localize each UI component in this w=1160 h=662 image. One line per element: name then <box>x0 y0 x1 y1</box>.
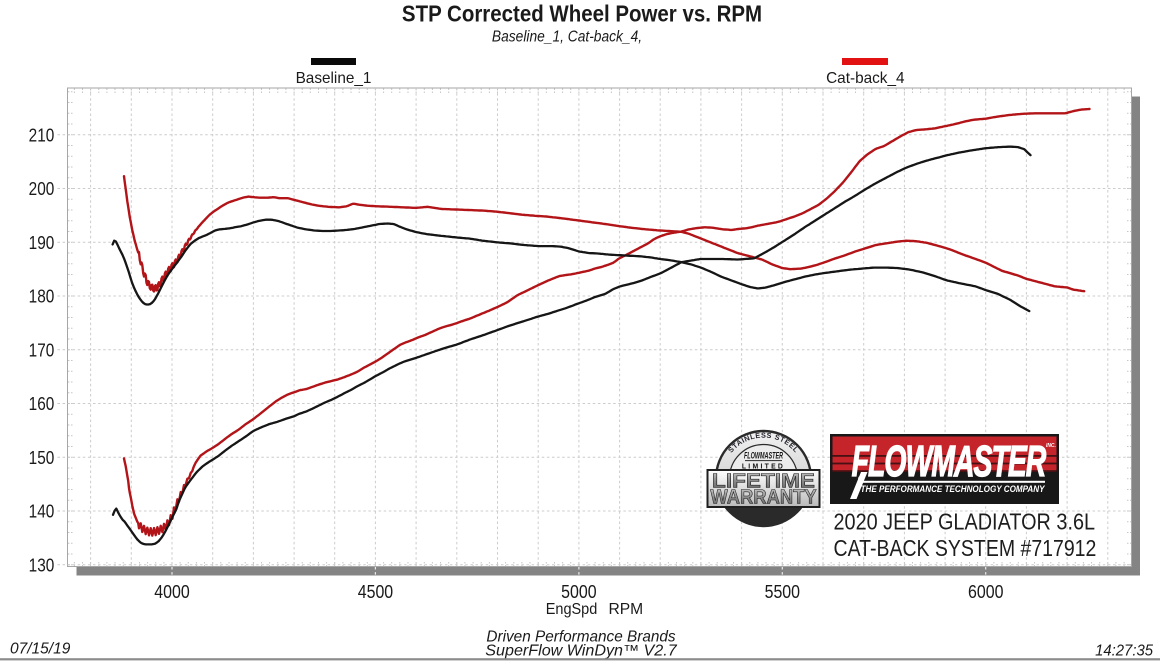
svg-text:Driven Performance Brands: Driven Performance Brands <box>486 628 675 645</box>
svg-text:170: 170 <box>29 340 55 361</box>
svg-text:150: 150 <box>29 447 55 468</box>
svg-text:Baseline_1: Baseline_1 <box>296 70 372 87</box>
svg-text:160: 160 <box>29 394 55 415</box>
svg-text:200: 200 <box>29 179 55 200</box>
svg-text:Baseline_1, Cat-back_4,: Baseline_1, Cat-back_4, <box>492 29 642 46</box>
svg-text:LIFETIME: LIFETIME <box>712 470 815 492</box>
svg-text:2020 JEEP GLADIATOR 3.6L: 2020 JEEP GLADIATOR 3.6L <box>834 508 1096 535</box>
svg-text:FLOWMASTER: FLOWMASTER <box>744 450 784 461</box>
svg-text:EngSpd: EngSpd <box>546 601 598 619</box>
svg-text:STP Corrected Wheel Power vs.: STP Corrected Wheel Power vs. RPM <box>402 0 762 26</box>
svg-text:Cat-back_4: Cat-back_4 <box>826 70 905 87</box>
svg-text:WARRANTY: WARRANTY <box>710 487 816 509</box>
svg-text:130: 130 <box>29 555 55 576</box>
svg-text:CAT-BACK SYSTEM #717912: CAT-BACK SYSTEM #717912 <box>834 534 1097 561</box>
svg-text:190: 190 <box>29 232 55 253</box>
svg-text:14:27:35: 14:27:35 <box>1095 642 1153 659</box>
svg-text:LIMITED: LIMITED <box>742 463 785 470</box>
svg-text:5000: 5000 <box>561 581 596 602</box>
svg-text:INC.: INC. <box>1046 443 1056 449</box>
svg-text:SuperFlow WinDyn™ V2.7: SuperFlow WinDyn™ V2.7 <box>485 643 678 660</box>
svg-text:5500: 5500 <box>765 581 800 602</box>
svg-text:6000: 6000 <box>968 581 1003 602</box>
svg-text:THE PERFORMANCE TECHNOLOGY COM: THE PERFORMANCE TECHNOLOGY COMPANY <box>861 484 1046 495</box>
svg-text:180: 180 <box>29 286 55 307</box>
svg-text:4000: 4000 <box>154 581 189 602</box>
svg-text:FLOWMASTER: FLOWMASTER <box>852 436 1047 486</box>
svg-text:RPM: RPM <box>608 601 643 618</box>
svg-text:140: 140 <box>29 501 55 522</box>
svg-text:07/15/19: 07/15/19 <box>10 641 71 658</box>
svg-text:®: ® <box>858 476 864 484</box>
svg-text:4500: 4500 <box>358 581 393 602</box>
svg-text:210: 210 <box>29 125 55 146</box>
